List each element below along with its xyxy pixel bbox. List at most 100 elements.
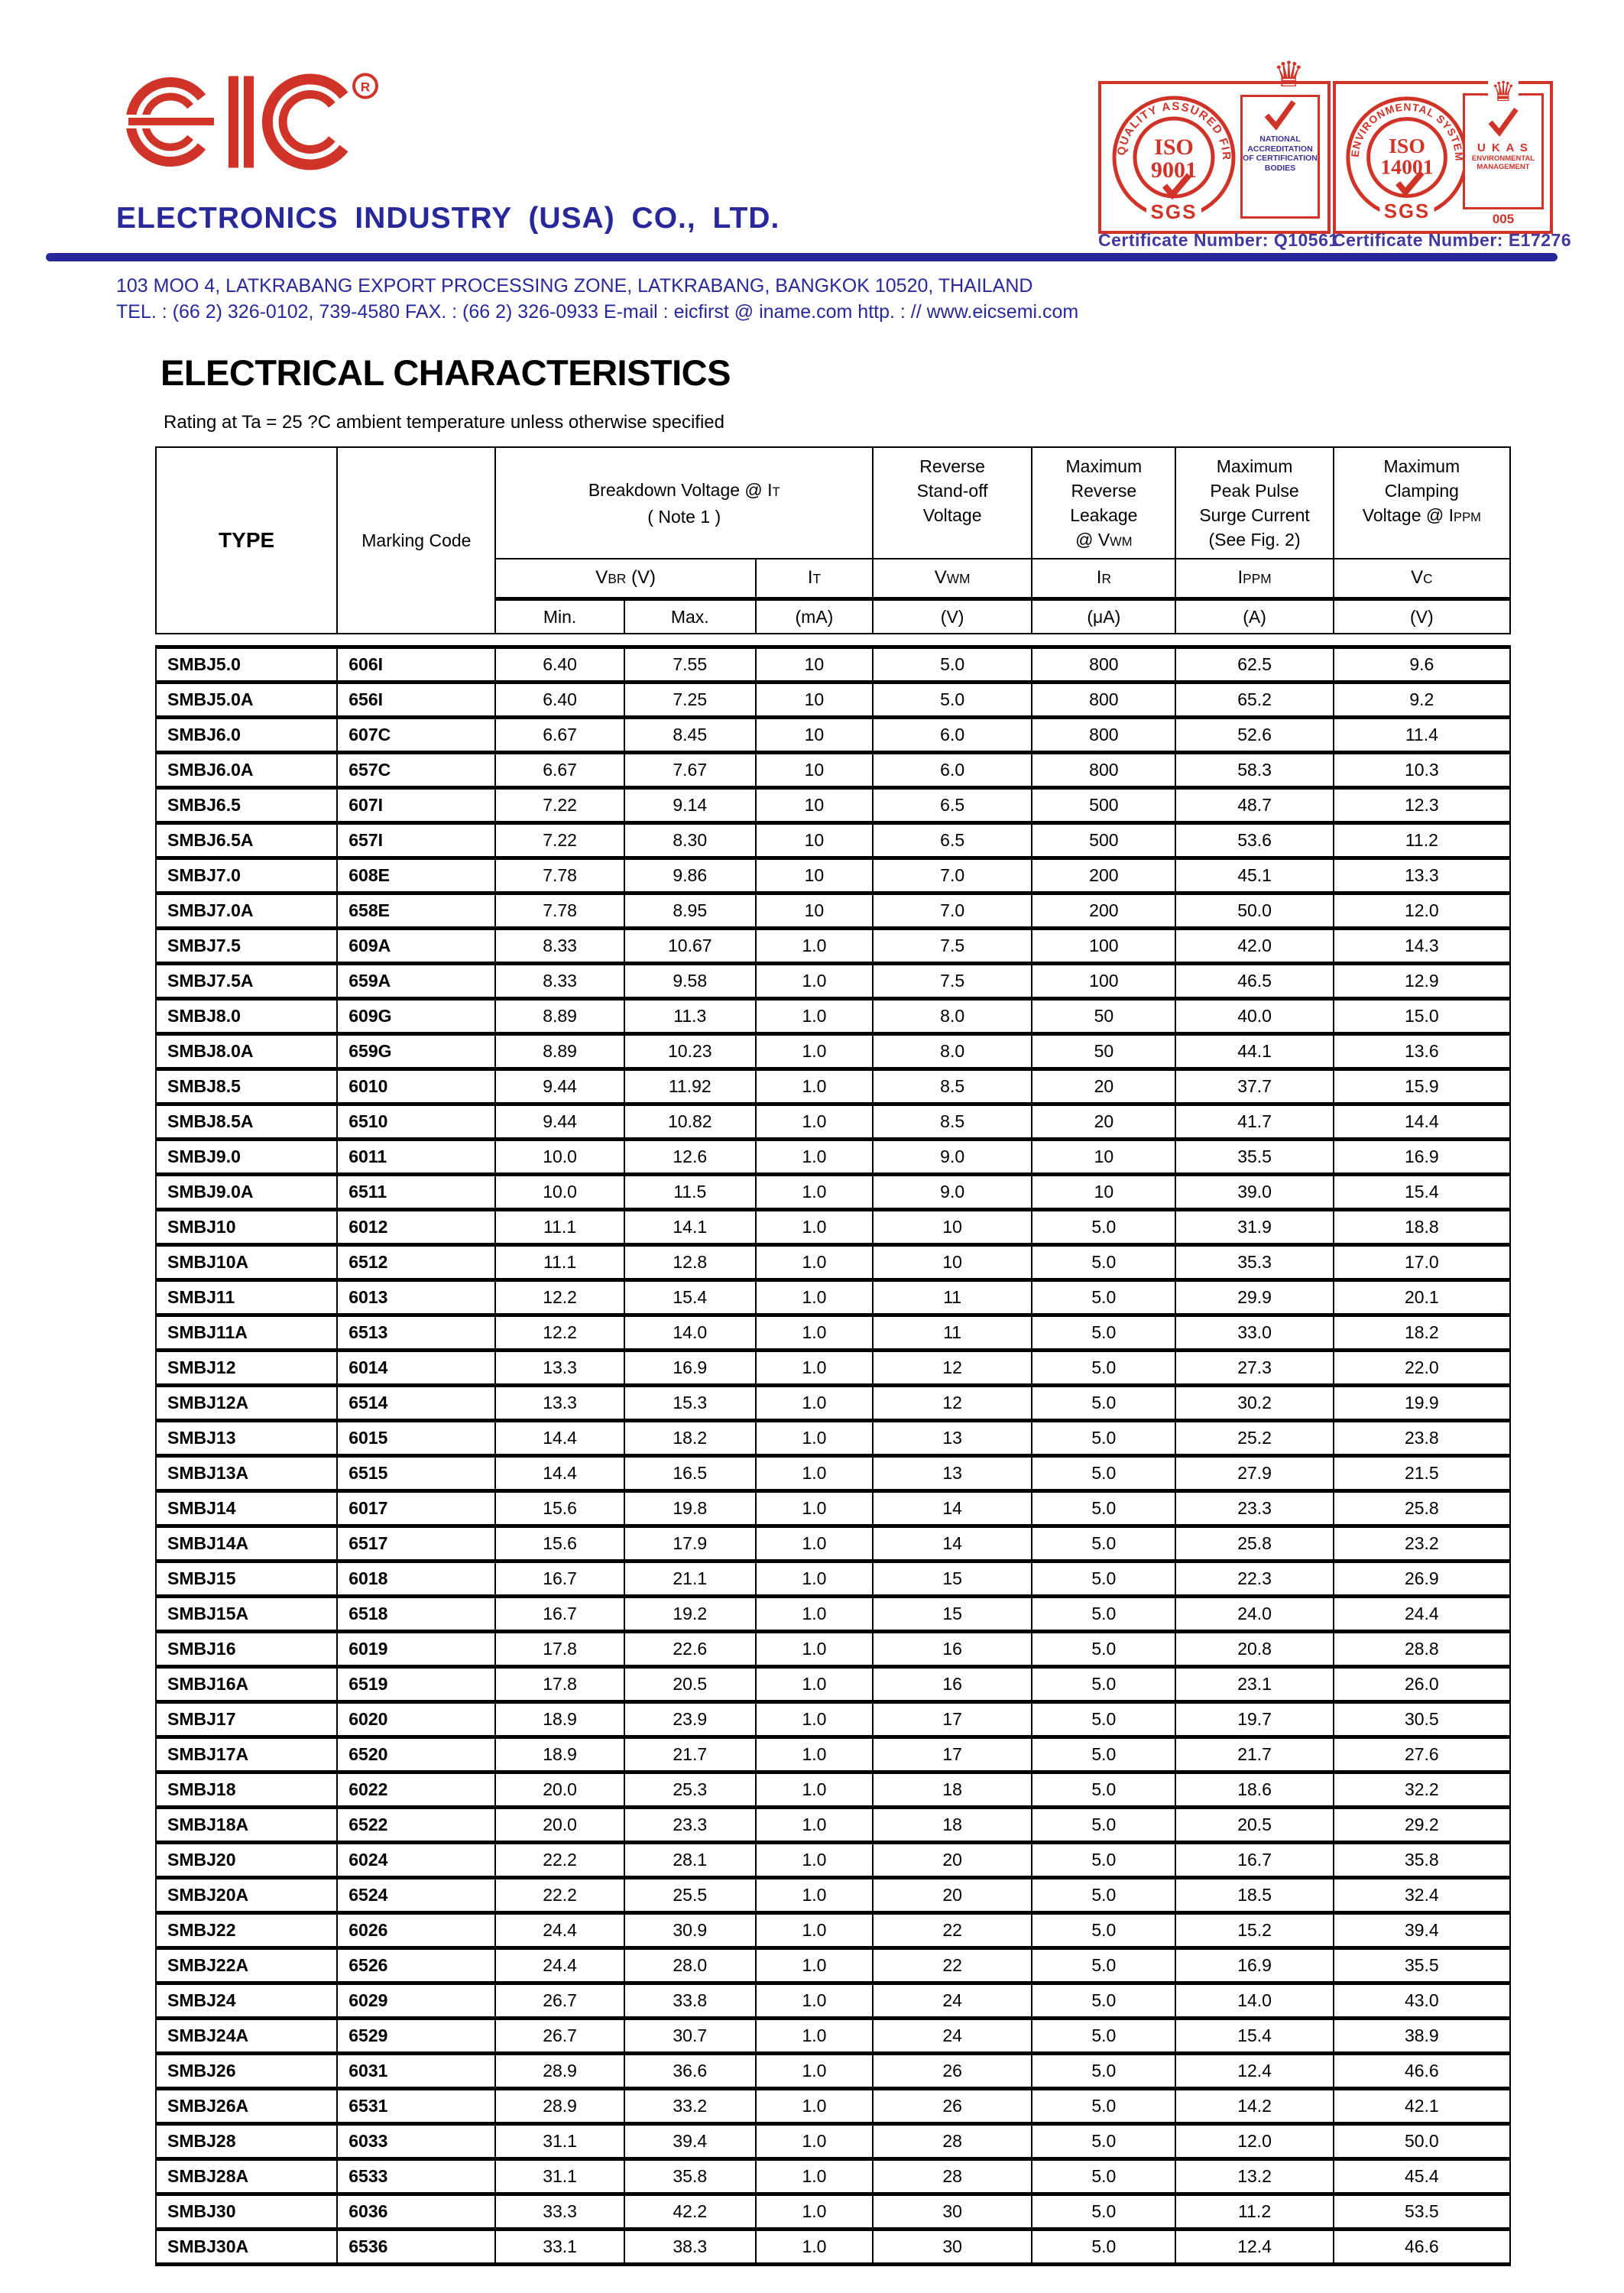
cell-type: SMBJ7.0 (154, 856, 339, 895)
cell-vwm: 5.0 (872, 645, 1033, 684)
cell-vbr-min: 17.8 (494, 1665, 625, 1704)
cell-vwm: 12 (872, 1348, 1033, 1387)
cell-vbr-min: 7.78 (494, 891, 625, 930)
cell-vbr-max: 11.92 (623, 1067, 757, 1106)
cell-it: 1.0 (754, 1032, 874, 1071)
table-row: SMBJ24A 6529 26.7 30.7 1.0 24 5.0 15.4 3… (154, 2016, 1512, 2055)
cell-ir: 5.0 (1031, 2051, 1177, 2090)
cell-it: 1.0 (754, 1348, 874, 1387)
cell-ippm: 11.2 (1175, 2192, 1334, 2231)
cell-vwm: 11 (872, 1278, 1033, 1317)
cell-marking-code: 6010 (336, 1067, 497, 1106)
cell-ippm: 14.2 (1175, 2087, 1334, 2126)
cell-ir: 5.0 (1031, 1665, 1177, 1704)
cell-vc: 25.8 (1332, 1489, 1512, 1528)
cell-marking-code: 6524 (336, 1876, 497, 1915)
cell-marking-code: 6017 (336, 1489, 497, 1528)
cell-vwm: 17 (872, 1700, 1033, 1739)
cell-ippm: 27.3 (1175, 1348, 1334, 1387)
cell-it: 1.0 (754, 926, 874, 965)
cell-type: SMBJ12 (154, 1348, 339, 1387)
cell-marking-code: 6031 (336, 2051, 497, 2090)
cell-type: SMBJ16A (154, 1665, 339, 1704)
cell-type: SMBJ22 (154, 1911, 339, 1950)
cell-type: SMBJ6.0 (154, 715, 339, 754)
cell-marking-code: 6533 (336, 2157, 497, 2196)
cell-vbr-max: 14.1 (623, 1208, 757, 1247)
cell-vbr-max: 8.30 (623, 821, 757, 860)
cell-vbr-min: 9.44 (494, 1067, 625, 1106)
cell-ippm: 22.3 (1175, 1559, 1334, 1598)
cell-vbr-max: 21.1 (623, 1559, 757, 1598)
cell-it: 10 (754, 680, 874, 719)
cell-vbr-max: 16.5 (623, 1454, 757, 1493)
cell-it: 1.0 (754, 962, 874, 1001)
cell-it: 10 (754, 715, 874, 754)
cell-vbr-max: 7.25 (623, 680, 757, 719)
cell-vbr-min: 6.40 (494, 680, 625, 719)
cell-marking-code: 6519 (336, 1665, 497, 1704)
cell-marking-code: 6029 (336, 1981, 497, 2020)
cell-it: 1.0 (754, 1172, 874, 1211)
cell-ir: 5.0 (1031, 1911, 1177, 1950)
cell-it: 1.0 (754, 1419, 874, 1458)
cell-ir: 5.0 (1031, 2157, 1177, 2196)
table-row: SMBJ9.0A 6511 10.0 11.5 1.0 9.0 10 39.0 … (154, 1172, 1512, 1211)
svg-text:SGS: SGS (1151, 200, 1198, 223)
cell-ir: 5.0 (1031, 1805, 1177, 1844)
cell-vbr-min: 15.6 (494, 1524, 625, 1563)
cell-vbr-min: 6.67 (494, 751, 625, 790)
cell-vbr-max: 14.0 (623, 1313, 757, 1352)
cell-it: 1.0 (754, 1278, 874, 1317)
table-row: SMBJ7.0A 658E 7.78 8.95 10 7.0 200 50.0 … (154, 891, 1512, 930)
cell-marking-code: 6014 (336, 1348, 497, 1387)
cell-type: SMBJ14 (154, 1489, 339, 1528)
cell-vbr-min: 10.0 (494, 1137, 625, 1176)
cell-vbr-max: 21.7 (623, 1735, 757, 1774)
cell-vbr-min: 26.7 (494, 1981, 625, 2020)
svg-text:SGS: SGS (1384, 201, 1430, 222)
address-line-1: 103 MOO 4, LATKRABANG EXPORT PROCESSING … (116, 275, 1033, 297)
certificate-number-14001: Certificate Number: E17276 (1333, 230, 1572, 250)
cell-ir: 5.0 (1031, 1630, 1177, 1669)
cell-vwm: 8.0 (872, 997, 1033, 1036)
cell-ir: 5.0 (1031, 2122, 1177, 2161)
cell-vwm: 20 (872, 1841, 1033, 1879)
registered-icon: R (352, 73, 378, 99)
cell-vc: 35.5 (1332, 1946, 1512, 1985)
cell-ippm: 12.4 (1175, 2051, 1334, 2090)
cell-vwm: 30 (872, 2192, 1033, 2231)
cell-vbr-max: 20.5 (623, 1665, 757, 1704)
crown-icon: ♛ (1272, 54, 1305, 95)
cell-marking-code: 6517 (336, 1524, 497, 1563)
cell-vbr-max: 42.2 (623, 2192, 757, 2231)
cell-it: 1.0 (754, 1876, 874, 1915)
cell-vbr-max: 36.6 (623, 2051, 757, 2090)
cell-vbr-min: 12.2 (494, 1313, 625, 1352)
cell-vbr-max: 18.2 (623, 1419, 757, 1458)
cell-type: SMBJ5.0A (154, 680, 339, 719)
table-row: SMBJ26A 6531 28.9 33.2 1.0 26 5.0 14.2 4… (154, 2087, 1512, 2126)
cell-ir: 5.0 (1031, 1841, 1177, 1879)
crown-icon: ♛ (1488, 79, 1519, 106)
table-row: SMBJ14 6017 15.6 19.8 1.0 14 5.0 23.3 25… (154, 1489, 1512, 1528)
table-row: SMBJ15 6018 16.7 21.1 1.0 15 5.0 22.3 26… (154, 1559, 1512, 1598)
cell-marking-code: 656I (336, 680, 497, 719)
cell-type: SMBJ5.0 (154, 645, 339, 684)
cell-it: 1.0 (754, 1208, 874, 1247)
cell-vbr-min: 6.67 (494, 715, 625, 754)
cell-ir: 100 (1031, 962, 1177, 1001)
table-row: SMBJ11A 6513 12.2 14.0 1.0 11 5.0 33.0 1… (154, 1313, 1512, 1352)
cell-vwm: 12 (872, 1383, 1033, 1422)
ukas-number: 005 (1492, 212, 1515, 226)
cell-ir: 5.0 (1031, 1876, 1177, 1915)
cell-marking-code: 6531 (336, 2087, 497, 2126)
spec-table-header: TYPE Marking Code Breakdown Voltage @ IT… (154, 446, 1512, 634)
cell-vbr-min: 8.89 (494, 997, 625, 1036)
cell-vc: 16.9 (1332, 1137, 1512, 1176)
cell-type: SMBJ11A (154, 1313, 339, 1352)
table-row: SMBJ7.5 609A 8.33 10.67 1.0 7.5 100 42.0… (154, 926, 1512, 965)
cell-type: SMBJ20 (154, 1841, 339, 1879)
company-name: ELECTRONICS INDUSTRY (USA) CO., LTD. (116, 202, 780, 235)
cell-ir: 5.0 (1031, 1313, 1177, 1352)
